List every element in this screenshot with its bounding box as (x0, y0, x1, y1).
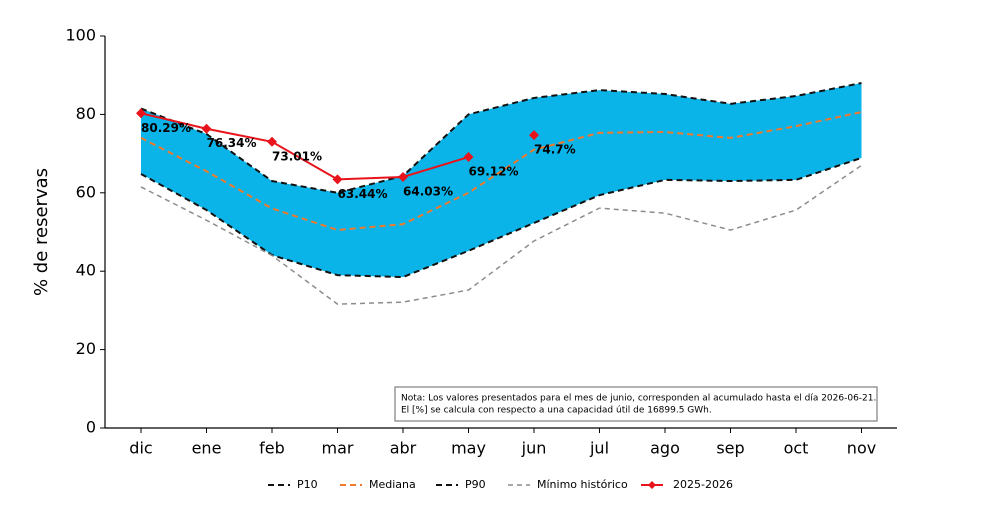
y-tick-label: 0 (86, 418, 96, 437)
x-tick-label: ago (650, 439, 680, 458)
note-text: Nota: Los valores presentados para el me… (401, 394, 876, 404)
note-text: El [%] se calcula con respecto a una cap… (401, 406, 712, 416)
value-label: 63.44% (338, 187, 388, 201)
legend-label: 2025-2026 (673, 478, 733, 491)
value-label: 64.03% (403, 185, 453, 199)
x-tick-label: dic (129, 439, 152, 458)
value-label: 76.34% (207, 136, 257, 150)
x-tick-label: nov (847, 439, 876, 458)
x-tick-label: jul (589, 439, 609, 458)
legend-label: P10 (297, 478, 318, 491)
point-marker (529, 130, 539, 141)
x-tick-label: jun (521, 439, 547, 458)
point-marker (136, 108, 146, 119)
legend-label: P90 (465, 478, 486, 491)
x-tick-label: mar (322, 439, 354, 458)
point-marker (201, 123, 212, 134)
value-label: 74.7% (534, 143, 576, 157)
y-tick-label: 80 (76, 104, 96, 123)
value-label: 80.29% (141, 121, 191, 135)
legend-label: Mínimo histórico (537, 478, 628, 491)
series-line (140, 164, 862, 305)
series-line (140, 112, 469, 181)
x-tick-label: feb (259, 439, 285, 458)
x-tick-label: abr (390, 439, 417, 458)
series-line (140, 82, 862, 194)
value-label: 69.12% (469, 165, 519, 179)
point-marker (332, 174, 343, 185)
y-tick-label: 20 (76, 339, 96, 358)
series-line (140, 111, 862, 232)
series-line (140, 156, 862, 279)
y-tick-label: 100 (65, 26, 96, 45)
percentile-band (141, 83, 862, 278)
legend-marker (648, 481, 656, 489)
legend-label: Mediana (369, 478, 416, 491)
point-marker (463, 152, 474, 163)
value-label: 73.01% (272, 149, 322, 163)
x-tick-label: may (451, 439, 486, 458)
point-marker (267, 136, 277, 147)
y-tick-label: 60 (76, 182, 96, 201)
point-marker (398, 172, 408, 183)
x-tick-label: sep (716, 439, 744, 458)
x-tick-label: ene (192, 439, 222, 458)
y-axis-label: % de reservas (31, 168, 52, 296)
y-tick-label: 40 (76, 261, 96, 280)
note-box (394, 386, 878, 422)
x-tick-label: oct (784, 439, 809, 458)
